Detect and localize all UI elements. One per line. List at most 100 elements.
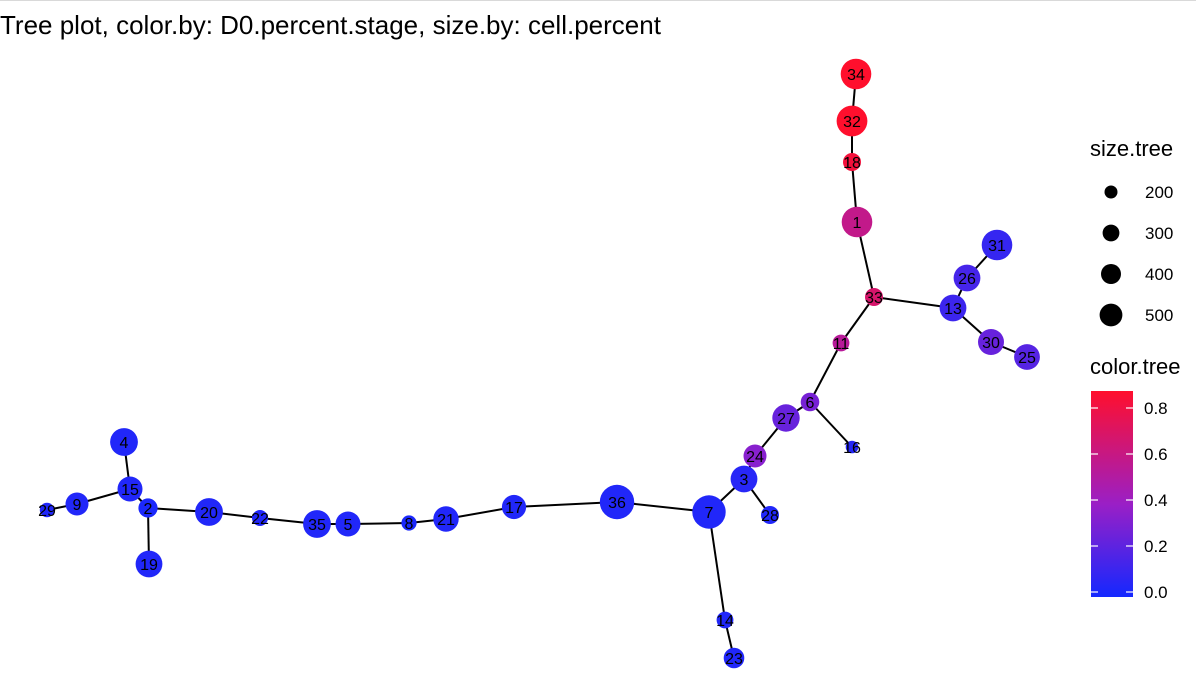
node-circle-22 [252,510,268,526]
tree-node-22: 22 [251,510,269,528]
tree-node-33: 33 [865,288,883,307]
node-label-11: 11 [833,336,850,353]
node-label-14: 14 [716,613,734,630]
tree-node-5: 5 [335,511,361,537]
top-border [0,0,1196,1]
tree-node-21: 21 [433,506,459,532]
node-circle-34 [840,58,872,90]
node-label-27: 27 [777,411,795,428]
tree-node-17: 17 [501,494,527,520]
node-label-24: 24 [746,449,764,466]
node-label-7: 7 [705,505,714,522]
tree-node-13: 13 [939,294,967,322]
tree-node-7: 7 [692,495,726,529]
node-circle-36 [599,484,635,520]
node-label-15: 15 [121,482,139,499]
color-tick-label-0.0: 0.0 [1144,583,1168,602]
node-label-35: 35 [308,517,326,534]
node-label-30: 30 [982,335,1000,352]
tree-node-19: 19 [135,550,163,578]
color-tick-label-0.6: 0.6 [1144,445,1168,464]
tree-node-2: 2 [138,498,158,518]
tree-node-8: 8 [401,515,417,533]
node-circle-20 [195,498,223,526]
tree-node-27: 27 [772,404,800,432]
tree-edges [46,73,1028,659]
legend: size.tree 200 300 400 500 color.tree 0.8 0.6… [1090,136,1181,602]
tree-node-20: 20 [195,498,223,526]
color-tick-label-0.4: 0.4 [1144,491,1168,510]
size-legend-dot-500 [1099,303,1123,327]
node-label-32: 32 [843,114,861,131]
edge-7-14 [708,511,726,621]
node-circle-33 [865,288,883,306]
node-circle-26 [953,264,981,292]
node-circle-25 [1014,344,1040,370]
node-circle-1 [841,206,873,238]
node-circle-14 [716,611,734,629]
node-circle-35 [303,510,331,538]
node-circle-21 [433,506,459,532]
tree-node-30: 30 [978,329,1004,355]
tree-node-1: 1 [841,206,873,238]
node-label-13: 13 [944,301,962,318]
node-circle-8 [401,515,417,531]
node-circle-18 [843,153,861,171]
tree-node-24: 24 [743,444,767,468]
node-circle-32 [836,105,868,137]
node-label-22: 22 [251,511,269,528]
tree-node-3: 3 [730,465,758,493]
node-label-23: 23 [725,651,743,668]
edge-6-16 [809,401,853,448]
size-legend-label-300: 300 [1145,224,1173,243]
edge-33-11 [840,296,875,344]
tree-node-31: 31 [981,229,1013,261]
node-circle-30 [978,329,1004,355]
node-circle-24 [743,444,767,468]
size-legend-dot-400 [1101,264,1121,284]
color-bar [1091,391,1133,597]
node-circle-5 [335,511,361,537]
plot-title: Tree plot, color.by: D0.percent.stage, s… [0,10,661,40]
edge-11-6 [809,342,842,403]
node-label-6: 6 [806,395,815,412]
size-legend-label-400: 400 [1145,265,1173,284]
size-legend-dot-300 [1102,224,1120,242]
size-legend-label-500: 500 [1145,306,1173,325]
size-legend-label-200: 200 [1145,183,1173,202]
color-tick-label-0.8: 0.8 [1144,399,1168,418]
node-circle-7 [692,495,726,529]
node-circle-4 [110,428,138,456]
node-label-5: 5 [344,517,353,534]
tree-node-28: 28 [761,506,779,525]
node-label-21: 21 [437,512,455,529]
node-circle-6 [800,392,820,412]
node-label-17: 17 [505,500,523,517]
node-label-18: 18 [843,155,861,172]
node-circle-23 [723,647,745,669]
node-circle-28 [761,506,779,524]
node-circle-3 [730,465,758,493]
node-circle-16 [845,440,859,454]
node-circle-29 [39,502,55,518]
tree-node-18: 18 [843,153,861,172]
tree-node-35: 35 [303,510,331,538]
tree-node-9: 9 [65,492,89,516]
node-label-9: 9 [73,497,82,514]
node-label-36: 36 [608,495,626,512]
size-legend-title: size.tree [1090,136,1173,161]
tree-node-11: 11 [832,334,850,353]
node-circle-15 [117,476,143,502]
node-circle-2 [138,498,158,518]
node-label-2: 2 [144,501,153,518]
node-circle-31 [981,229,1013,261]
tree-node-4: 4 [110,428,138,456]
tree-node-34: 34 [840,58,872,90]
node-circle-13 [939,294,967,322]
node-label-19: 19 [140,557,158,574]
node-label-16: 16 [843,440,861,457]
tree-node-14: 14 [716,611,734,630]
color-legend-title: color.tree [1090,354,1181,379]
size-legend-dot-200 [1104,185,1118,199]
node-circle-11 [832,334,850,352]
